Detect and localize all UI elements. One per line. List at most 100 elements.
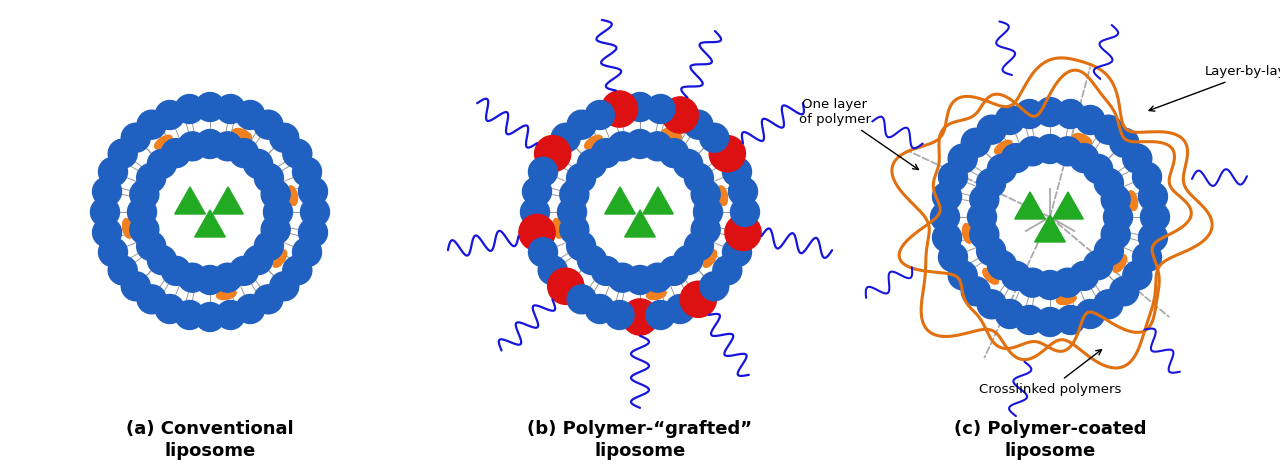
Circle shape bbox=[236, 101, 265, 129]
Circle shape bbox=[722, 238, 751, 267]
Circle shape bbox=[147, 245, 177, 275]
Circle shape bbox=[938, 243, 968, 272]
Circle shape bbox=[178, 132, 207, 161]
Circle shape bbox=[1084, 251, 1112, 279]
Circle shape bbox=[196, 129, 224, 159]
Ellipse shape bbox=[233, 128, 252, 141]
Circle shape bbox=[970, 220, 998, 249]
Circle shape bbox=[538, 256, 567, 285]
Circle shape bbox=[567, 163, 595, 193]
Circle shape bbox=[1084, 154, 1112, 184]
Circle shape bbox=[1036, 98, 1065, 126]
Circle shape bbox=[298, 177, 328, 206]
Circle shape bbox=[622, 299, 658, 335]
Circle shape bbox=[175, 94, 204, 124]
Circle shape bbox=[605, 301, 634, 329]
Circle shape bbox=[685, 231, 713, 261]
Polygon shape bbox=[1034, 215, 1065, 242]
Circle shape bbox=[977, 236, 1006, 265]
Circle shape bbox=[255, 163, 283, 193]
Circle shape bbox=[535, 135, 571, 172]
Circle shape bbox=[552, 123, 580, 152]
Circle shape bbox=[1018, 137, 1047, 166]
Text: (c) Polymer-coated
liposome: (c) Polymer-coated liposome bbox=[954, 420, 1147, 460]
Circle shape bbox=[1015, 100, 1044, 128]
Circle shape bbox=[970, 185, 998, 214]
Polygon shape bbox=[195, 210, 225, 237]
Circle shape bbox=[1138, 223, 1167, 252]
Circle shape bbox=[1094, 115, 1123, 144]
Circle shape bbox=[585, 295, 614, 323]
Circle shape bbox=[92, 218, 122, 247]
Circle shape bbox=[1123, 144, 1152, 173]
Circle shape bbox=[1056, 305, 1085, 335]
Circle shape bbox=[243, 245, 273, 275]
Circle shape bbox=[212, 263, 242, 292]
Circle shape bbox=[559, 215, 589, 244]
Circle shape bbox=[137, 285, 166, 314]
Circle shape bbox=[626, 93, 654, 121]
Circle shape bbox=[685, 163, 713, 193]
Circle shape bbox=[212, 132, 242, 161]
Text: Crosslinked polymers: Crosslinked polymers bbox=[979, 350, 1121, 396]
Circle shape bbox=[567, 285, 596, 314]
Circle shape bbox=[700, 123, 728, 152]
Circle shape bbox=[161, 256, 191, 286]
Circle shape bbox=[261, 180, 291, 209]
Circle shape bbox=[585, 101, 614, 129]
Circle shape bbox=[1123, 261, 1152, 290]
Ellipse shape bbox=[717, 186, 727, 205]
Circle shape bbox=[137, 110, 166, 139]
Circle shape bbox=[948, 261, 977, 290]
Circle shape bbox=[264, 197, 293, 227]
Circle shape bbox=[1056, 100, 1085, 128]
Circle shape bbox=[1133, 162, 1161, 191]
Circle shape bbox=[643, 263, 672, 292]
Text: Layer-by-layer: Layer-by-layer bbox=[1149, 66, 1280, 111]
Circle shape bbox=[558, 197, 586, 227]
Circle shape bbox=[129, 215, 159, 244]
Circle shape bbox=[987, 251, 1016, 279]
Circle shape bbox=[977, 115, 1006, 144]
Circle shape bbox=[155, 101, 184, 129]
Circle shape bbox=[236, 295, 265, 323]
Circle shape bbox=[602, 91, 637, 127]
Circle shape bbox=[216, 94, 244, 124]
Circle shape bbox=[722, 157, 751, 186]
Circle shape bbox=[643, 132, 672, 161]
Ellipse shape bbox=[1056, 294, 1076, 304]
Circle shape bbox=[626, 265, 654, 295]
Circle shape bbox=[1094, 236, 1124, 265]
Circle shape bbox=[961, 277, 991, 306]
Circle shape bbox=[229, 256, 259, 286]
Ellipse shape bbox=[273, 250, 287, 267]
Circle shape bbox=[283, 139, 312, 168]
Circle shape bbox=[137, 163, 165, 193]
Circle shape bbox=[931, 202, 960, 231]
Circle shape bbox=[155, 295, 184, 323]
Circle shape bbox=[293, 157, 321, 186]
Circle shape bbox=[559, 180, 589, 209]
Circle shape bbox=[293, 238, 321, 267]
Ellipse shape bbox=[995, 140, 1012, 154]
Polygon shape bbox=[1052, 192, 1083, 219]
Polygon shape bbox=[643, 187, 673, 214]
Circle shape bbox=[243, 150, 273, 178]
Circle shape bbox=[1070, 143, 1098, 173]
Circle shape bbox=[529, 157, 558, 186]
Circle shape bbox=[1075, 300, 1105, 329]
Circle shape bbox=[255, 231, 283, 261]
Circle shape bbox=[662, 97, 699, 133]
Text: (b) Polymer-“grafted”
liposome: (b) Polymer-“grafted” liposome bbox=[527, 420, 753, 460]
Circle shape bbox=[109, 256, 137, 285]
Ellipse shape bbox=[703, 250, 717, 267]
Circle shape bbox=[938, 162, 968, 191]
Circle shape bbox=[99, 157, 128, 186]
Circle shape bbox=[529, 238, 558, 267]
Circle shape bbox=[567, 231, 595, 261]
Circle shape bbox=[1140, 202, 1170, 231]
Circle shape bbox=[1036, 307, 1065, 337]
Polygon shape bbox=[604, 187, 635, 214]
Circle shape bbox=[996, 300, 1024, 329]
Circle shape bbox=[933, 223, 961, 252]
